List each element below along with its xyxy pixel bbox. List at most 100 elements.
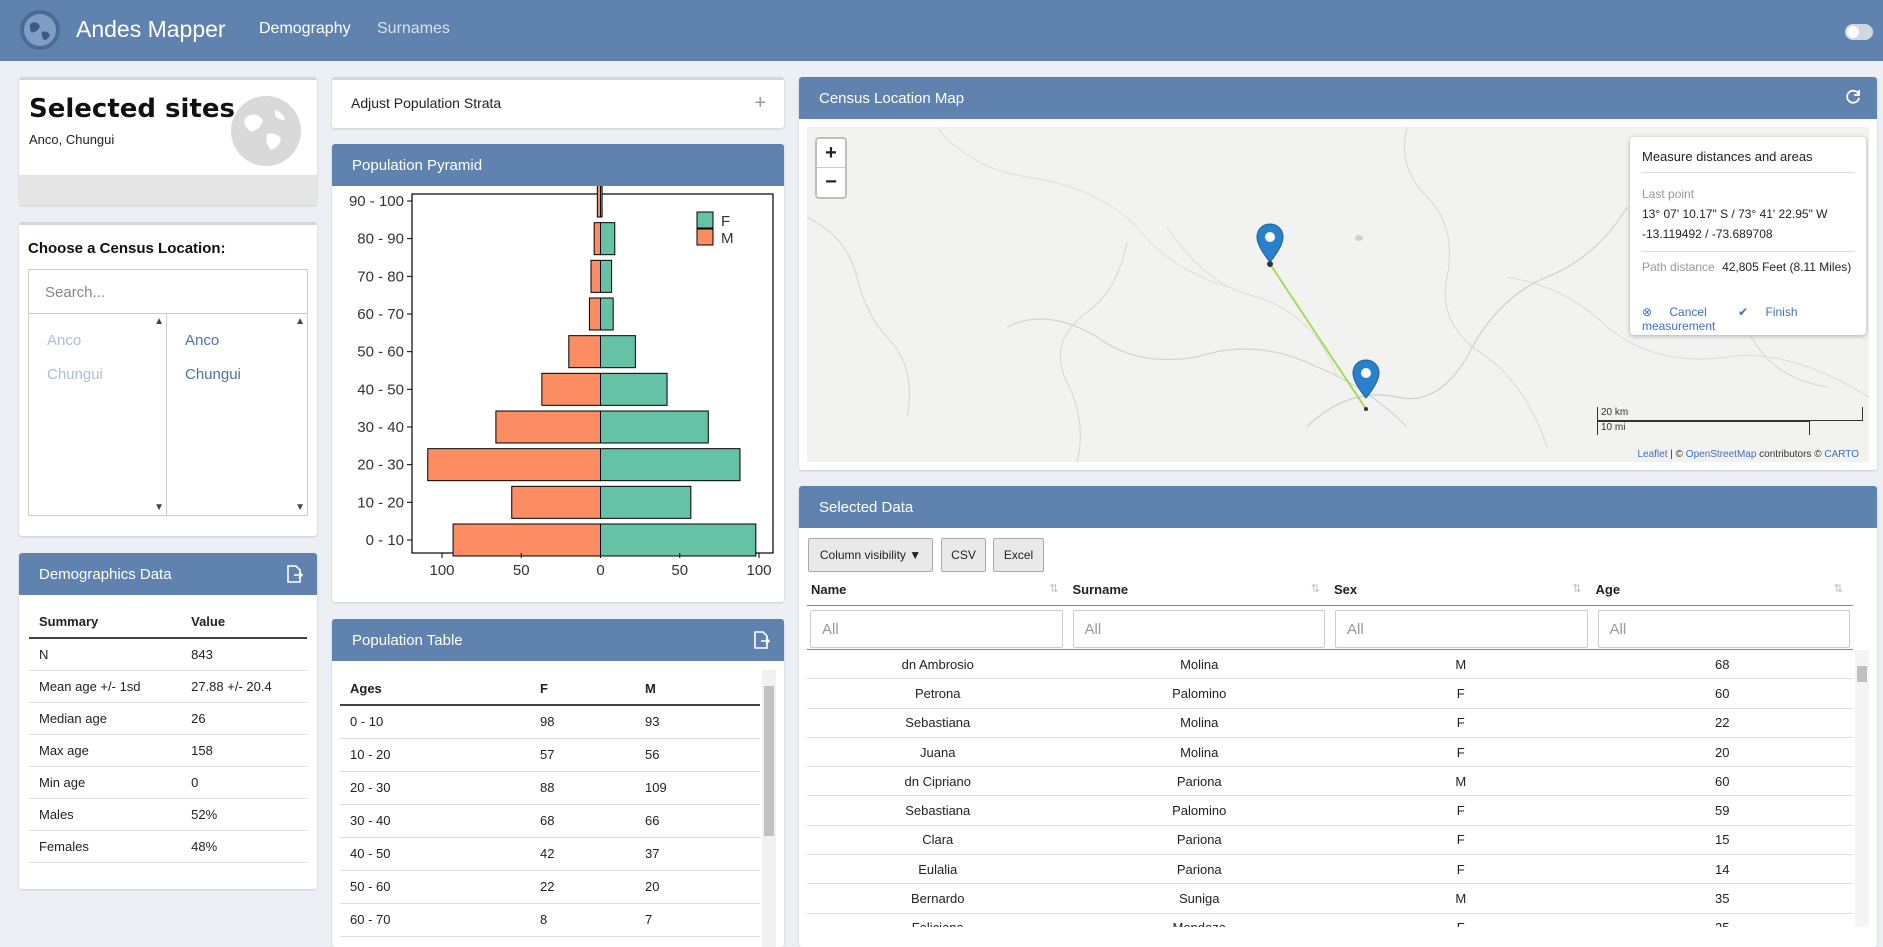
csv-button[interactable]: CSV <box>941 538 986 572</box>
scrollbar-thumb[interactable] <box>764 686 774 836</box>
census-map-card: Census Location Map + − Measure distance… <box>799 77 1877 470</box>
legend-label-f: F <box>721 213 730 230</box>
table-row: Max age 158 <box>29 734 307 767</box>
table-cell: F <box>1456 832 1465 848</box>
table-cell: F <box>1456 715 1465 731</box>
table-scrollbar[interactable] <box>762 670 776 947</box>
y-tick-label: 50 - 60 <box>357 344 404 361</box>
table-cell: 48% <box>181 830 307 863</box>
bar-female <box>600 335 636 369</box>
table-cell: 68 <box>1715 656 1730 672</box>
y-tick-label: 10 - 20 <box>357 494 404 511</box>
age-filter-input[interactable]: All <box>1597 610 1850 648</box>
bar-male <box>568 335 602 369</box>
table-cell: 57 <box>530 738 635 772</box>
map-marker-icon[interactable] <box>1352 359 1380 399</box>
table-body: dn Ambrosio Molina M 68 Petrona Palomino F 60 Se… <box>807 649 1853 927</box>
table-cell: Palomino <box>1172 803 1227 819</box>
table-row[interactable]: Bernardo Suniga M 35 <box>807 884 1853 914</box>
adjust-strata-card[interactable]: Adjust Population Strata + <box>332 77 784 128</box>
table-cell: 15 <box>1715 832 1730 848</box>
table-cell: 52% <box>181 798 307 831</box>
leaflet-link[interactable]: Leaflet <box>1637 449 1668 460</box>
table-header-row: Name Surname Sex Age <box>807 574 1853 606</box>
table-cell: Pariona <box>1176 832 1222 848</box>
tab-surnames[interactable]: Surnames <box>377 20 450 37</box>
table-row[interactable]: dn Cipriano Pariona M 60 <box>807 767 1853 797</box>
zoom-out-button[interactable]: − <box>825 171 837 193</box>
carto-link[interactable]: CARTO <box>1824 449 1859 460</box>
bar-female <box>600 297 614 331</box>
table-cell: 20 <box>1715 744 1730 760</box>
map-attribution: Leaflet | © OpenStreetMap contributors ©… <box>1637 449 1859 460</box>
table-row[interactable]: Sebastiana Palomino F 59 <box>807 796 1853 826</box>
table-cell: 60 <box>1715 773 1730 789</box>
scroll-up-icon[interactable]: ▲ <box>154 316 164 327</box>
x-tick-label: 100 <box>746 562 771 579</box>
demographics-title: Demographics Data <box>39 565 172 583</box>
scroll-down-icon[interactable]: ▼ <box>154 502 164 513</box>
table-cell: 93 <box>635 705 760 739</box>
scrollbar-thumb[interactable] <box>1857 666 1867 682</box>
selected-option[interactable]: Chungui <box>185 366 241 383</box>
available-list[interactable]: Anco Chungui ▲ ▼ <box>29 314 167 515</box>
globe-icon <box>231 96 301 166</box>
sort-surname-header[interactable]: Surname <box>1069 582 1331 597</box>
search-input[interactable]: Search... <box>28 269 308 314</box>
tab-demography[interactable]: Demography <box>259 20 351 37</box>
x-tick-label: 50 <box>671 562 688 579</box>
measure-title: Measure distances and areas <box>1642 149 1854 173</box>
table-row[interactable]: FelicianaMendozaF25 <box>807 914 1853 927</box>
name-filter-input[interactable]: All <box>810 610 1063 648</box>
table-cell: 10 - 20 <box>340 738 530 772</box>
excel-button[interactable]: Excel <box>993 538 1044 572</box>
selected-option[interactable]: Anco <box>185 332 220 349</box>
population-table-card: Population Table Ages F M 0 - 10 98 93 10 -… <box>332 619 784 947</box>
table-row[interactable]: Clara Pariona F 15 <box>807 826 1853 856</box>
map-canvas[interactable]: + − Measure distances and areas Last poi… <box>807 127 1869 462</box>
export-icon[interactable] <box>752 631 771 649</box>
table-row[interactable]: Eulalia Pariona F 14 <box>807 855 1853 885</box>
multi-select: Anco Chungui ▲ ▼ Anco Chungui ▲ ▼ <box>28 313 308 516</box>
save-icon[interactable] <box>752 156 770 214</box>
cancel-measure-button[interactable]: ⊗ Cancel <box>1642 305 1721 319</box>
map-marker-icon[interactable] <box>1256 223 1284 263</box>
osm-link[interactable]: OpenStreetMap <box>1685 449 1757 460</box>
available-option[interactable]: Anco <box>47 332 82 349</box>
app-title[interactable]: Andes Mapper <box>76 16 226 42</box>
poptable-header: Population Table <box>332 619 784 661</box>
export-icon[interactable] <box>285 565 304 583</box>
table-cell: 50 - 60 <box>340 870 530 904</box>
bar-female <box>600 222 616 256</box>
table-row[interactable]: dn Ambrosio Molina M 68 <box>807 650 1853 680</box>
column-visibility-button[interactable]: Column visibility ▼ <box>808 538 933 572</box>
demographics-header: Demographics Data <box>19 553 317 595</box>
selected-data-title: Selected Data <box>819 498 914 516</box>
sex-filter-input[interactable]: All <box>1335 610 1588 648</box>
bar-female <box>600 186 603 218</box>
finish-measure-button[interactable]: ✔ Finish measurement <box>1642 305 1798 333</box>
surname-filter-input[interactable]: All <box>1072 610 1325 648</box>
sort-sex-header[interactable]: Sex <box>1330 582 1592 597</box>
strata-title[interactable]: Adjust Population Strata <box>351 95 502 111</box>
scroll-up-icon[interactable]: ▲ <box>295 316 305 327</box>
expand-plus-icon[interactable]: + <box>754 92 766 114</box>
sort-age-header[interactable]: Age <box>1592 582 1854 597</box>
scroll-down-icon[interactable]: ▼ <box>295 502 305 513</box>
sort-name-header[interactable]: Name <box>807 582 1069 597</box>
available-option[interactable]: Chungui <box>47 366 103 383</box>
table-row[interactable]: Sebastiana Molina F 22 <box>807 709 1853 738</box>
selected-list[interactable]: Anco Chungui ▲ ▼ <box>167 314 307 515</box>
table-cell: 35 <box>1715 891 1730 907</box>
cancel-label: Cancel <box>1669 305 1707 319</box>
poptable-title: Population Table <box>352 631 463 649</box>
filter-row: All All All All <box>807 606 1853 652</box>
table-row[interactable]: Petrona Palomino F 60 <box>807 679 1853 709</box>
table-row[interactable]: Juana Molina F 20 <box>807 738 1853 768</box>
theme-toggle[interactable] <box>1845 24 1873 40</box>
table-scrollbar[interactable] <box>1855 650 1869 927</box>
table-cell: 56 <box>635 738 760 772</box>
refresh-icon[interactable] <box>1845 89 1863 107</box>
zoom-in-button[interactable]: + <box>817 139 845 168</box>
globe-icon[interactable] <box>20 10 60 50</box>
